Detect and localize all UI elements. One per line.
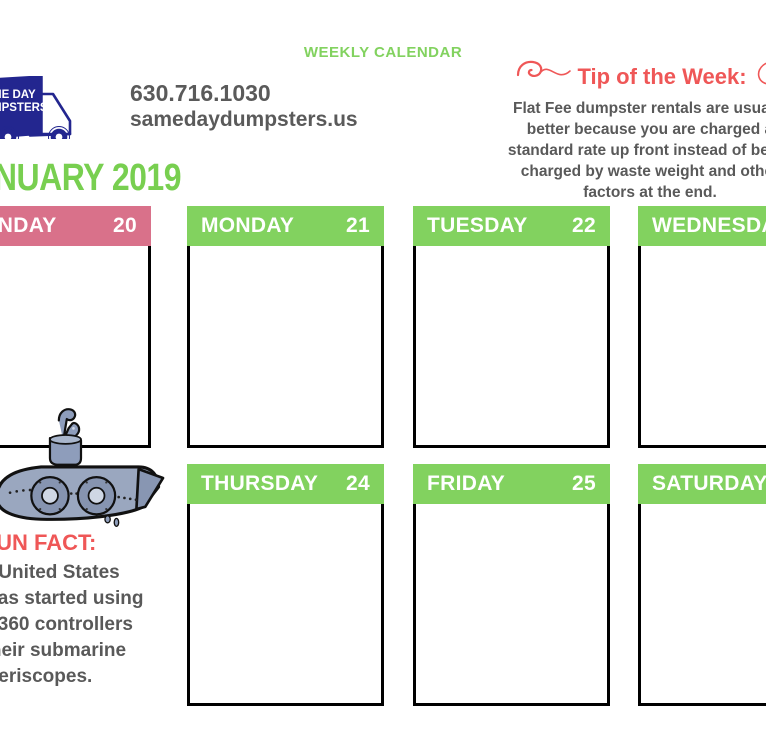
svg-text:MPSTERS: MPSTERS: [0, 102, 48, 114]
svg-text:ME DAY: ME DAY: [0, 89, 36, 101]
